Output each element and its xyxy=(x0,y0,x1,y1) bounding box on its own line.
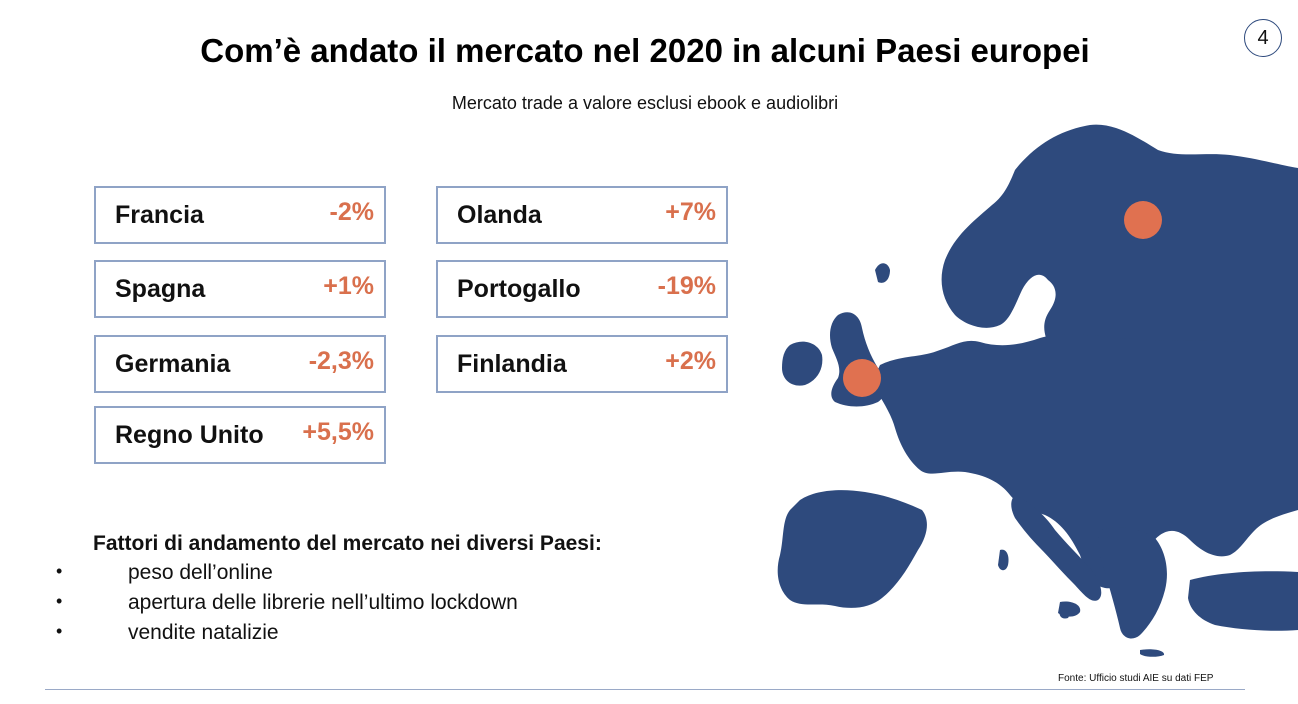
europe-landmass xyxy=(777,124,1298,657)
page-title: Com’è andato il mercato nel 2020 in alcu… xyxy=(200,32,1090,69)
country-name: Spagna xyxy=(115,274,206,303)
country-value: +7% xyxy=(665,197,716,226)
country-name: Finlandia xyxy=(457,349,567,378)
country-value: -2% xyxy=(329,197,374,226)
factor-text: vendite natalizie xyxy=(128,621,279,644)
footer-logo xyxy=(600,698,680,704)
country-name: Francia xyxy=(115,200,204,229)
factors-heading: Fattori di andamento del mercato nei div… xyxy=(93,532,602,555)
uk-marker xyxy=(843,359,881,397)
country-card-netherlands: Olanda +7% xyxy=(436,186,728,244)
country-name: Germania xyxy=(115,349,231,378)
country-name: Olanda xyxy=(457,200,542,229)
finland-marker xyxy=(1124,201,1162,239)
bullet: • xyxy=(56,561,63,581)
country-value: -19% xyxy=(657,271,716,300)
country-card-portugal: Portogallo -19% xyxy=(436,260,728,318)
country-card-finland: Finlandia +2% xyxy=(436,335,728,393)
source-note: Fonte: Ufficio studi AIE su dati FEP xyxy=(1058,673,1214,684)
country-card-spain: Spagna +1% xyxy=(94,260,386,318)
country-value: +2% xyxy=(665,346,716,375)
page-subtitle: Mercato trade a valore esclusi ebook e a… xyxy=(451,93,839,113)
country-name: Regno Unito xyxy=(115,420,264,449)
country-card-germany: Germania -2,3% xyxy=(94,335,386,393)
bullet: • xyxy=(56,621,63,641)
country-value: +5,5% xyxy=(302,417,374,446)
country-value: -2,3% xyxy=(308,346,374,375)
page-number-badge: 4 xyxy=(1244,19,1282,57)
factor-text: apertura delle librerie nell’ultimo lock… xyxy=(128,591,518,614)
country-value: +1% xyxy=(323,271,374,300)
country-name: Portogallo xyxy=(457,274,581,303)
bullet: • xyxy=(56,591,63,611)
europe-map xyxy=(777,124,1298,657)
country-card-france: Francia -2% xyxy=(94,186,386,244)
country-card-uk: Regno Unito +5,5% xyxy=(94,406,386,464)
factor-text: peso dell’online xyxy=(128,561,273,584)
footer-divider xyxy=(45,689,1245,690)
